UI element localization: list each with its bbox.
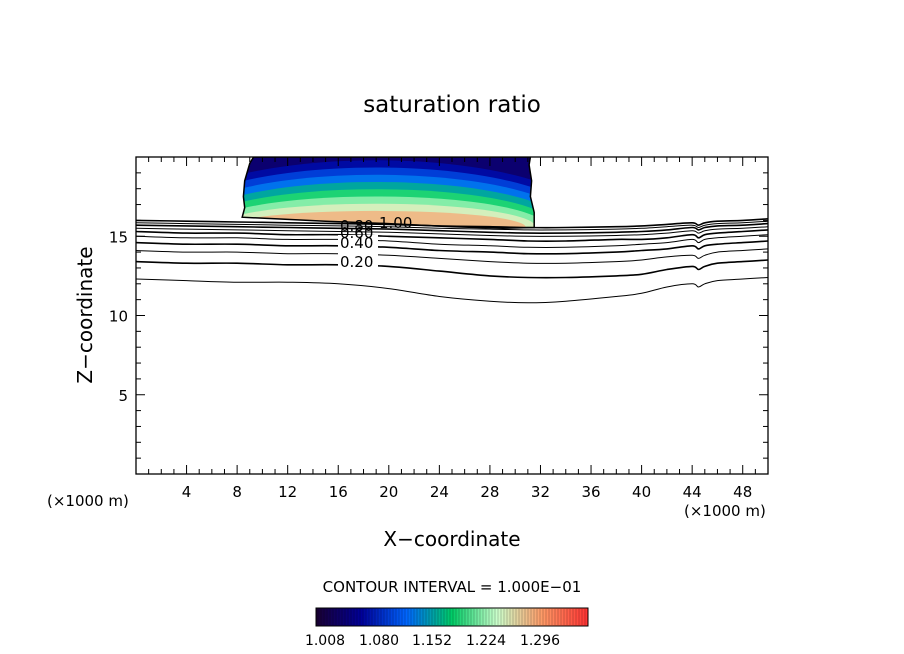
contour-labels: 0.20 0.40 0.60 0.80 1.00 [338,214,412,271]
x-tick-label-48: 48 [733,483,752,501]
x-tick-label-36: 36 [581,483,600,501]
y-axis-title: Z−coordinate [73,246,97,383]
x-unit-label-right: (×1000 m) [684,502,766,520]
contour-line-1-0 [136,218,768,229]
contour-line-0-8 [136,222,768,234]
colorbar-tick-1-008: 1.008 [305,633,345,649]
contour-label-1-00: 1.00 [379,214,412,232]
axis-ticks [136,157,768,474]
x-tick-label-8: 8 [232,483,242,501]
chart-title: saturation ratio [363,92,541,118]
x-tick-label-44: 44 [683,483,702,501]
colorbar-tick-1-224: 1.224 [466,633,506,649]
x-tick-label-16: 16 [329,483,348,501]
colorbar-tick-1-080: 1.080 [359,633,399,649]
supersaturated-region [241,157,535,230]
contour-line-0-9 [136,220,768,231]
colorbar-gradient [315,607,589,627]
contour-label-0-20: 0.20 [340,253,373,271]
contour-line-0-7 [136,226,768,237]
contour-line-0-2 [136,259,768,279]
contour-label-0-80: 0.80 [340,217,373,235]
colorbar-tick-1-296: 1.296 [520,633,560,649]
x-tick-label-28: 28 [480,483,499,501]
contour-line-0-5 [136,234,768,249]
y-tick-label-15: 15 [109,228,128,246]
contour-interval-label: CONTOUR INTERVAL = 1.000E−01 [323,578,582,596]
x-tick-label-12: 12 [278,483,297,501]
y-tick-labels: 5 10 15 [109,228,128,405]
contour-line-0-1 [136,277,768,304]
contour-line-0-4 [136,240,768,255]
contour-label-0-60: 0.60 [340,224,373,242]
x-tick-labels: 4 8 12 16 20 24 28 32 36 40 44 48 [182,483,752,501]
x-axis-title: X−coordinate [383,527,520,551]
contour-label-0-40: 0.40 [340,234,373,252]
colorbar-tick-1-152: 1.152 [412,633,452,649]
colorbar-stripes [317,609,586,625]
x-tick-label-20: 20 [379,483,398,501]
contour-line-0-6 [136,229,768,243]
x-tick-label-40: 40 [632,483,651,501]
contour-line-0-3 [136,248,768,264]
y-tick-label-10: 10 [109,308,128,326]
colorbar: 1.008 1.080 1.152 1.224 1.296 [305,607,589,649]
x-tick-label-32: 32 [531,483,550,501]
x-unit-label-left: (×1000 m) [47,492,129,510]
y-tick-label-5: 5 [118,387,128,405]
x-tick-label-24: 24 [430,483,449,501]
contour-lines [136,218,768,304]
x-tick-label-4: 4 [182,483,192,501]
